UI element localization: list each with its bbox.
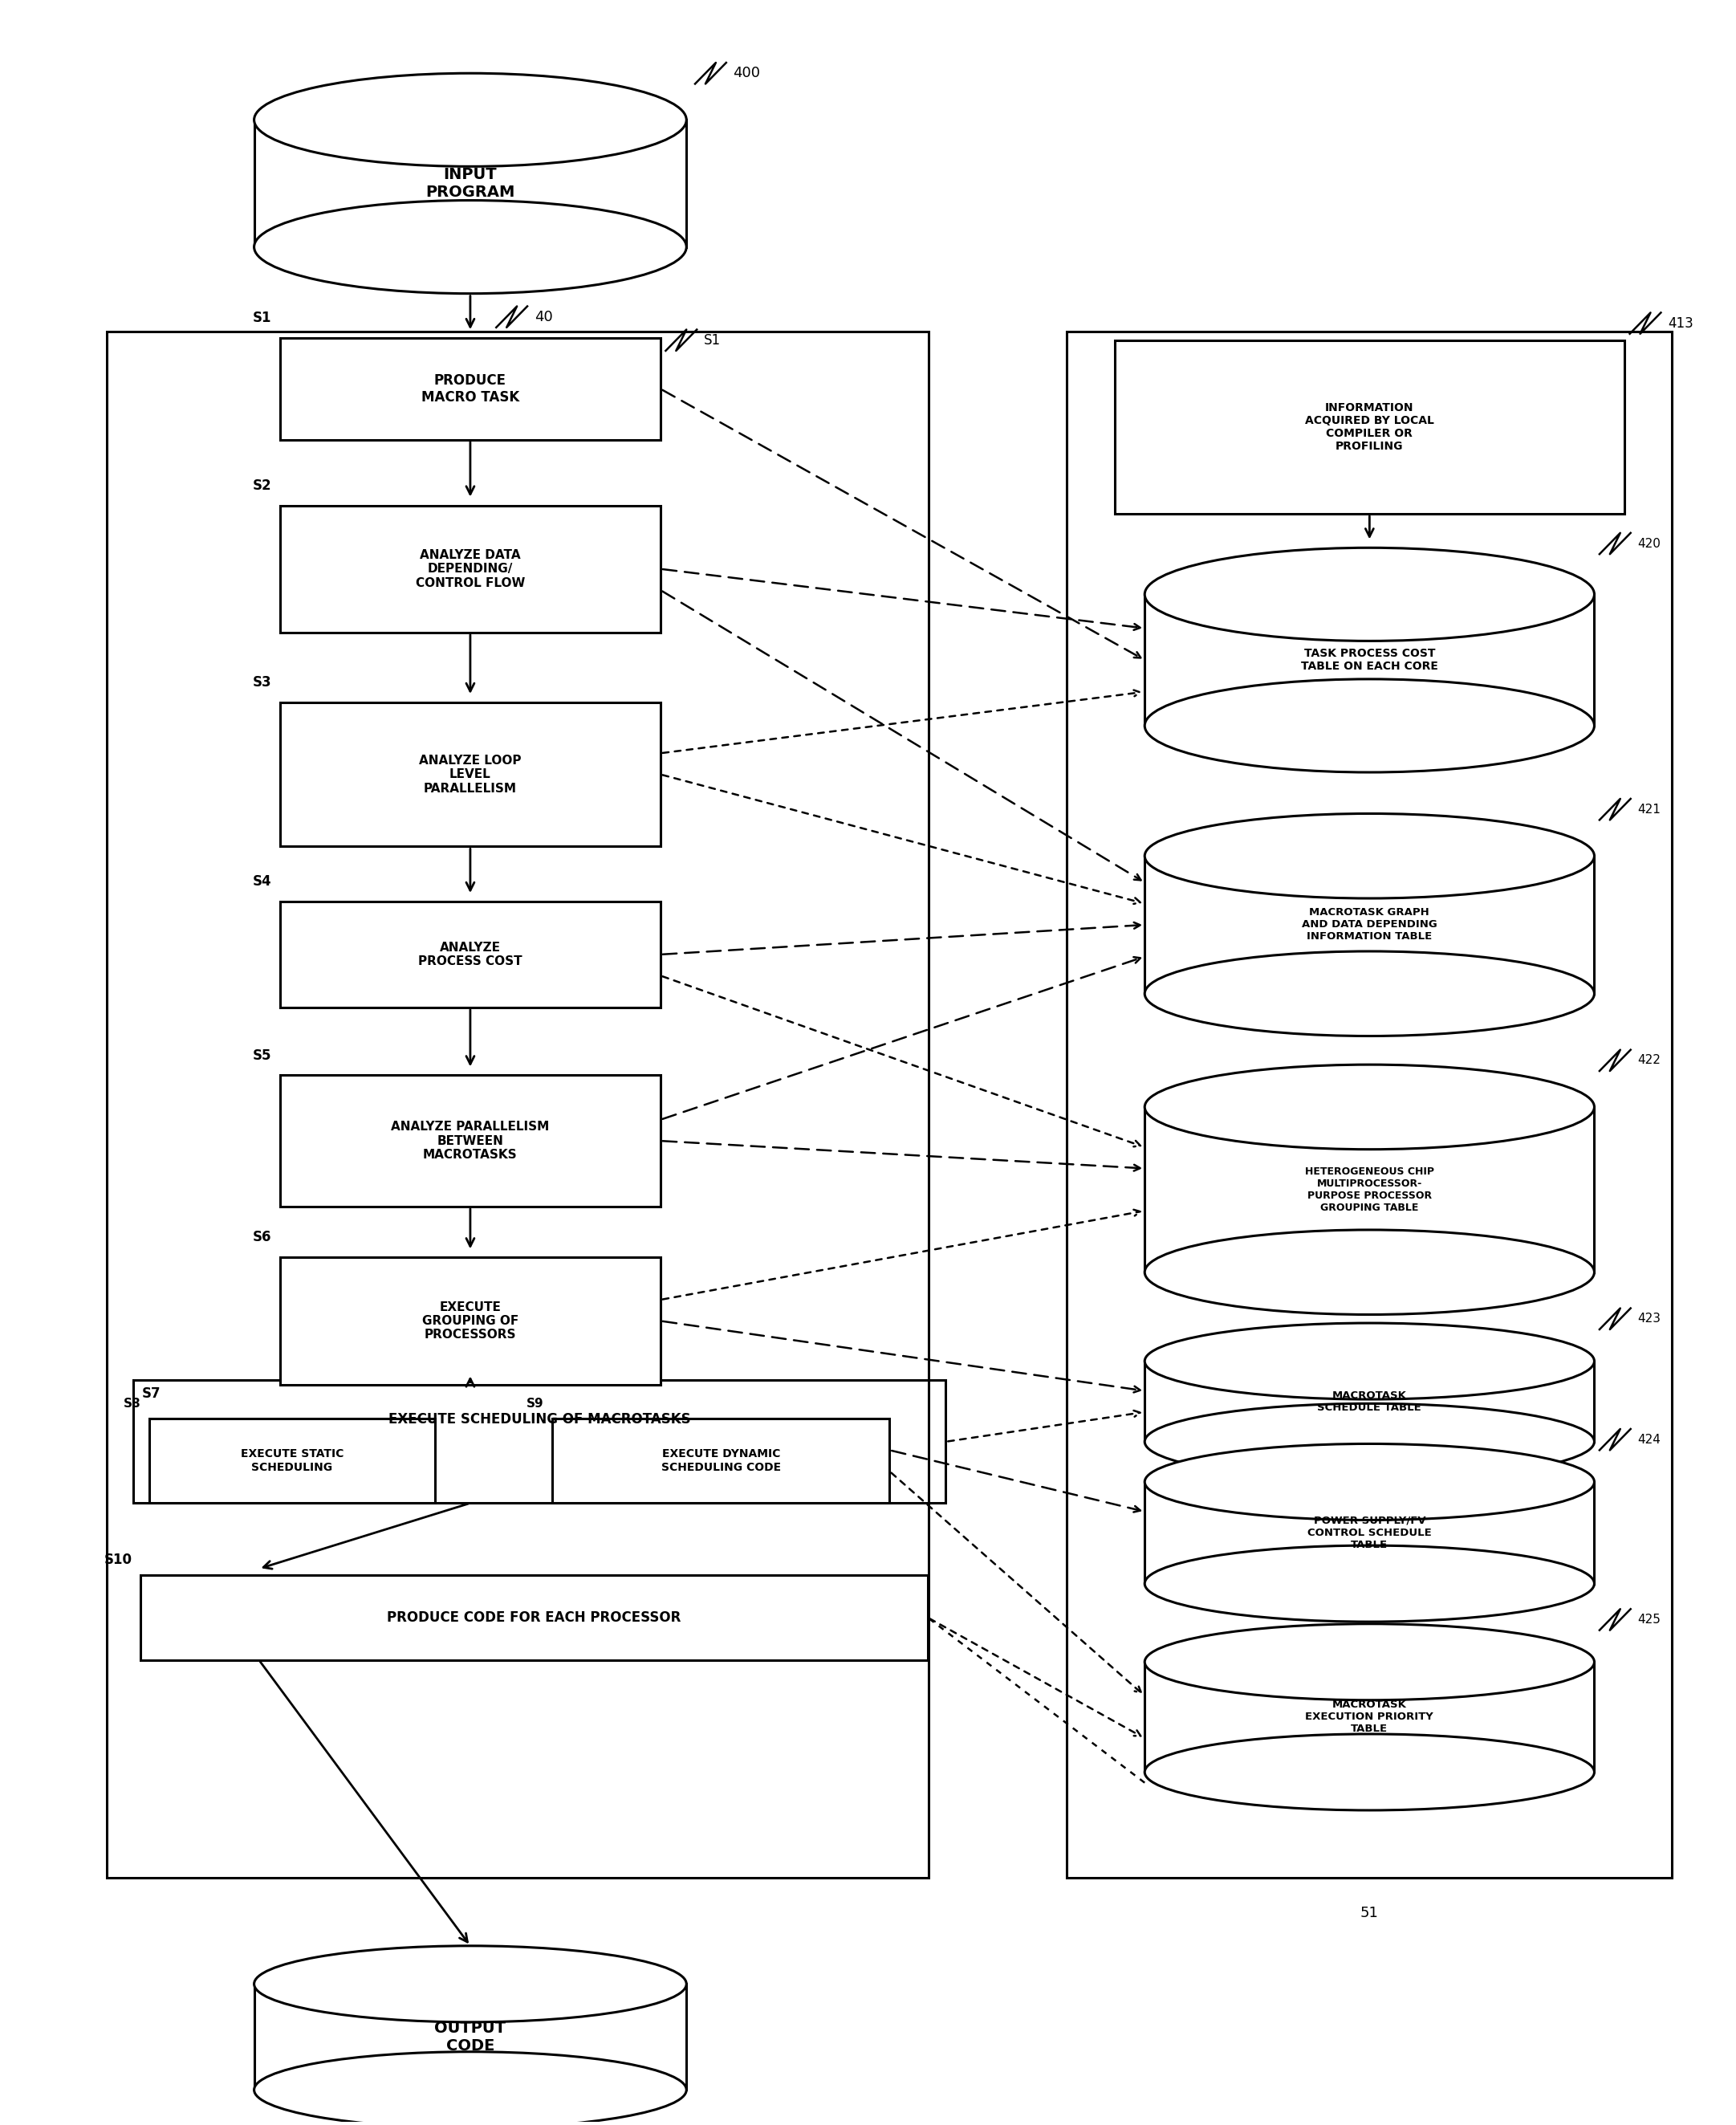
Text: 413: 413 <box>1668 317 1693 329</box>
Bar <box>279 338 660 440</box>
Ellipse shape <box>1144 1443 1594 1519</box>
Bar <box>253 1985 686 2089</box>
Text: S10: S10 <box>104 1551 132 1566</box>
Text: ANALYZE
PROCESS COST: ANALYZE PROCESS COST <box>418 941 523 967</box>
Bar <box>279 1258 660 1386</box>
Bar <box>279 1075 660 1207</box>
Text: 51: 51 <box>1361 1906 1378 1921</box>
Text: MACROTASK GRAPH
AND DATA DEPENDING
INFORMATION TABLE: MACROTASK GRAPH AND DATA DEPENDING INFOR… <box>1302 907 1437 941</box>
Bar <box>253 119 686 246</box>
Ellipse shape <box>253 72 686 166</box>
Bar <box>108 332 929 1878</box>
Ellipse shape <box>1144 1624 1594 1700</box>
Text: 425: 425 <box>1637 1613 1661 1626</box>
Bar <box>279 901 660 1007</box>
Bar <box>149 1417 434 1502</box>
Ellipse shape <box>1144 1734 1594 1810</box>
Text: S4: S4 <box>252 873 271 888</box>
Text: S7: S7 <box>142 1388 161 1400</box>
Text: EXECUTE DYNAMIC
SCHEDULING CODE: EXECUTE DYNAMIC SCHEDULING CODE <box>661 1449 781 1473</box>
Text: MACROTASK
SCHEDULE TABLE: MACROTASK SCHEDULE TABLE <box>1318 1390 1422 1413</box>
Text: ANALYZE PARALLELISM
BETWEEN
MACROTASKS: ANALYZE PARALLELISM BETWEEN MACROTASKS <box>391 1120 549 1160</box>
Ellipse shape <box>1144 1545 1594 1621</box>
Bar <box>552 1417 889 1502</box>
Ellipse shape <box>253 2053 686 2125</box>
Text: ANALYZE DATA
DEPENDING/
CONTROL FLOW: ANALYZE DATA DEPENDING/ CONTROL FLOW <box>415 548 524 589</box>
Text: PRODUCE
MACRO TASK: PRODUCE MACRO TASK <box>422 374 519 404</box>
Ellipse shape <box>1144 1402 1594 1479</box>
Bar <box>1144 1362 1594 1441</box>
Bar <box>1144 1107 1594 1273</box>
Text: INFORMATION
ACQUIRED BY LOCAL
COMPILER OR
PROFILING: INFORMATION ACQUIRED BY LOCAL COMPILER O… <box>1305 402 1434 453</box>
Text: OUTPUT
CODE: OUTPUT CODE <box>434 2021 505 2053</box>
Ellipse shape <box>253 1946 686 2023</box>
Text: S2: S2 <box>252 478 271 493</box>
Text: S1: S1 <box>252 310 271 325</box>
Text: S9: S9 <box>526 1398 543 1409</box>
Ellipse shape <box>1144 952 1594 1037</box>
Ellipse shape <box>253 200 686 293</box>
Text: S3: S3 <box>252 676 271 691</box>
Text: S6: S6 <box>252 1230 271 1245</box>
Text: INPUT
PROGRAM: INPUT PROGRAM <box>425 168 516 200</box>
Bar <box>1115 340 1625 514</box>
Bar <box>279 703 660 846</box>
Bar <box>1144 1662 1594 1772</box>
Text: 424: 424 <box>1637 1434 1661 1445</box>
Text: POWER SUPPLY/FV
CONTROL SCHEDULE
TABLE: POWER SUPPLY/FV CONTROL SCHEDULE TABLE <box>1307 1515 1432 1549</box>
Ellipse shape <box>1144 1324 1594 1398</box>
Text: TASK PROCESS COST
TABLE ON EACH CORE: TASK PROCESS COST TABLE ON EACH CORE <box>1300 648 1437 672</box>
Ellipse shape <box>1144 1230 1594 1315</box>
Bar <box>279 506 660 633</box>
Bar <box>1144 856 1594 994</box>
Text: 420: 420 <box>1637 538 1661 550</box>
Text: 422: 422 <box>1637 1054 1661 1067</box>
Bar <box>134 1381 946 1502</box>
Bar <box>1144 595 1594 727</box>
Text: 421: 421 <box>1637 803 1661 816</box>
Text: EXECUTE
GROUPING OF
PROCESSORS: EXECUTE GROUPING OF PROCESSORS <box>422 1300 519 1341</box>
Text: 40: 40 <box>535 310 552 325</box>
Text: EXECUTE SCHEDULING OF MACROTASKS: EXECUTE SCHEDULING OF MACROTASKS <box>389 1411 691 1426</box>
Text: EXECUTE STATIC
SCHEDULING: EXECUTE STATIC SCHEDULING <box>241 1449 344 1473</box>
Text: S8: S8 <box>123 1398 141 1409</box>
Bar <box>1144 1481 1594 1583</box>
Text: HETEROGENEOUS CHIP
MULTIPROCESSOR-
PURPOSE PROCESSOR
GROUPING TABLE: HETEROGENEOUS CHIP MULTIPROCESSOR- PURPO… <box>1305 1167 1434 1213</box>
Text: 400: 400 <box>733 66 760 81</box>
Text: 423: 423 <box>1637 1313 1661 1324</box>
Ellipse shape <box>1144 1065 1594 1150</box>
Text: S1: S1 <box>703 334 720 346</box>
Text: S5: S5 <box>252 1048 271 1062</box>
Bar <box>1068 332 1672 1878</box>
Text: MACROTASK
EXECUTION PRIORITY
TABLE: MACROTASK EXECUTION PRIORITY TABLE <box>1305 1700 1434 1734</box>
Bar <box>141 1575 927 1660</box>
Ellipse shape <box>1144 548 1594 642</box>
Text: ANALYZE LOOP
LEVEL
PARALLELISM: ANALYZE LOOP LEVEL PARALLELISM <box>418 754 521 795</box>
Ellipse shape <box>1144 680 1594 771</box>
Ellipse shape <box>1144 814 1594 899</box>
Text: PRODUCE CODE FOR EACH PROCESSOR: PRODUCE CODE FOR EACH PROCESSOR <box>387 1611 681 1626</box>
